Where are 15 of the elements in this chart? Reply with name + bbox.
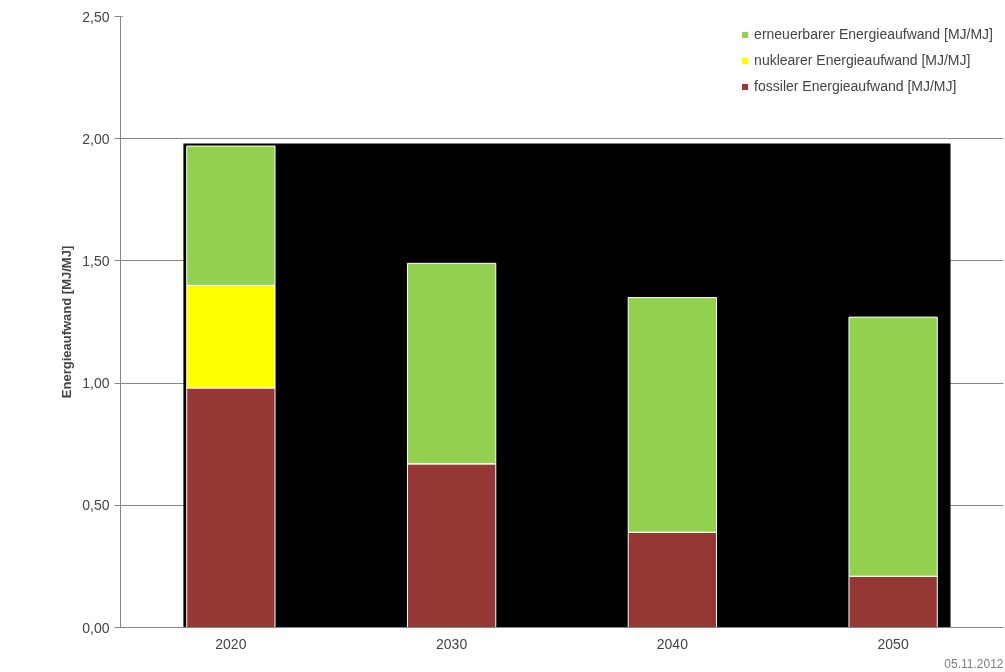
y-tick-label: 1,00 [82,375,110,392]
x-tick-label: 2040 [656,635,689,652]
y-tick-label: 2,50 [82,8,110,25]
y-axis-title: Energieaufwand [MJ/MJ] [59,245,75,399]
x-tick-label: 2020 [215,635,247,652]
x-tick-label: 2050 [877,635,909,652]
legend-label: erneuerbarer Energieaufwand [MJ/MJ] [754,26,993,42]
legend-label: fossiler Energieaufwand [MJ/MJ] [754,78,957,94]
y-tick-label: 1,50 [82,252,110,269]
y-tick-label: 2,00 [82,130,110,147]
y-tick-label: 0,50 [82,497,110,514]
text: 05.11.2012 [944,656,1004,671]
legend-label: nuklearer Energieaufwand [MJ/MJ] [754,52,971,68]
x-tick-label: 2030 [436,635,468,652]
y-tick-label: 0,00 [82,619,110,636]
